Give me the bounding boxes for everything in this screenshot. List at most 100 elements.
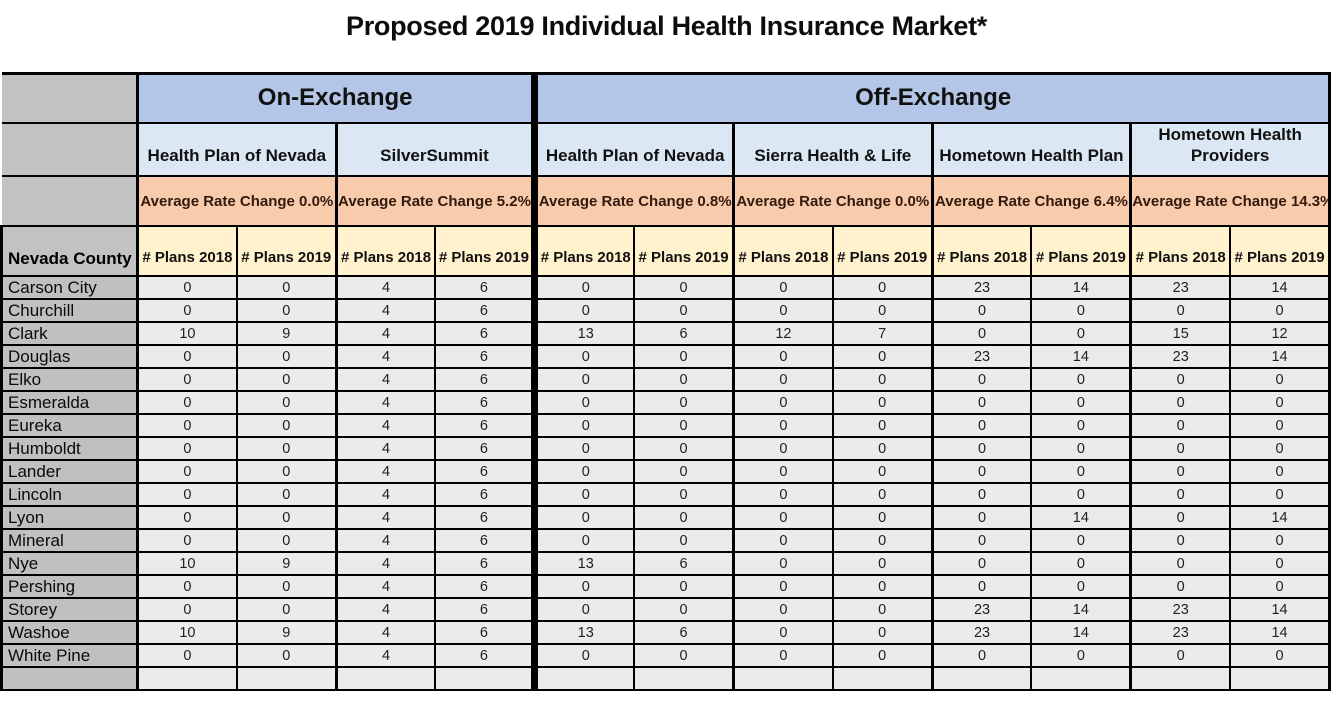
plan-count-cell: 0 (633, 643, 735, 668)
page-title: Proposed 2019 Individual Health Insuranc… (345, 11, 987, 41)
plan-count-cell: 23 (1129, 344, 1232, 369)
county-label: Esmeralda (0, 390, 139, 415)
plan-count-cell: 0 (731, 413, 834, 438)
plan-count-cell: 4 (334, 436, 437, 461)
plan-count-cell: 4 (334, 528, 437, 553)
plan-count-cell: 0 (831, 505, 934, 530)
plan-count-cell: 0 (1229, 367, 1331, 392)
plan-count-cell: 0 (1129, 505, 1232, 530)
county-label: Storey (0, 597, 139, 622)
plan-count-cell: 6 (633, 321, 735, 346)
plan-count-cell: 0 (1129, 643, 1232, 668)
plan-count-cell: 6 (434, 298, 536, 323)
plan-count-cell: 4 (334, 505, 437, 530)
plan-count-cell: 6 (434, 528, 536, 553)
plan-count-cell: 0 (930, 413, 1033, 438)
plan-count-cell: 6 (434, 643, 536, 668)
plan-count-cell (1030, 666, 1132, 691)
plan-count-cell: 0 (633, 344, 735, 369)
plan-count-cell: 0 (531, 367, 636, 392)
plan-count-cell: 0 (136, 413, 238, 438)
plan-count-cell: 0 (1229, 482, 1331, 507)
plan-count-cell: 0 (235, 344, 338, 369)
plan-count-cell: 4 (334, 459, 437, 484)
plan-count-cell: 23 (1129, 620, 1232, 645)
plan-year-header: # Plans 2019 (633, 225, 735, 277)
plan-count-cell: 0 (136, 459, 238, 484)
plan-count-cell: 6 (434, 413, 536, 438)
plan-count-cell (1129, 666, 1232, 691)
carrier-header-hpn-on: Health Plan of Nevada (136, 121, 338, 177)
plan-count-cell (334, 666, 437, 691)
plan-count-cell: 0 (633, 574, 735, 599)
table-row: Humboldt 0 0 4 6 0 0 0 0 0 0 0 0 (0, 436, 1331, 461)
county-column-header: Nevada County (0, 225, 139, 277)
plan-count-cell: 13 (531, 551, 636, 576)
plan-count-cell: 23 (930, 597, 1033, 622)
plan-count-cell: 0 (531, 482, 636, 507)
plan-count-cell: 0 (1030, 390, 1132, 415)
plan-count-cell: 0 (1129, 459, 1232, 484)
plan-count-cell: 13 (531, 321, 636, 346)
county-label: Elko (0, 367, 139, 392)
plan-year-header: # Plans 2019 (1229, 225, 1331, 277)
plan-count-cell: 0 (235, 275, 338, 300)
plan-count-cell: 0 (731, 459, 834, 484)
plan-count-cell (434, 666, 536, 691)
county-label (0, 666, 139, 691)
plan-count-cell: 0 (136, 482, 238, 507)
plan-count-cell: 6 (633, 620, 735, 645)
rate-change-cell: Average Rate Change 14.3% (1129, 175, 1331, 227)
plan-count-cell: 0 (136, 643, 238, 668)
plan-count-cell: 0 (930, 459, 1033, 484)
table-row: Nye 10 9 4 6 13 6 0 0 0 0 0 0 (0, 551, 1331, 576)
plan-count-cell: 14 (1229, 620, 1331, 645)
plan-count-cell: 6 (434, 597, 536, 622)
rate-change-cell: Average Rate Change 6.4% (930, 175, 1132, 227)
plan-count-cell: 13 (531, 620, 636, 645)
plan-count-cell: 0 (1229, 436, 1331, 461)
plan-count-cell: 0 (731, 528, 834, 553)
plan-count-cell: 0 (1129, 482, 1232, 507)
plan-count-cell: 0 (831, 528, 934, 553)
plan-count-cell: 0 (831, 390, 934, 415)
plan-count-cell: 0 (1129, 528, 1232, 553)
table-row: Mineral 0 0 4 6 0 0 0 0 0 0 0 0 (0, 528, 1331, 553)
plan-count-cell: 15 (1129, 321, 1232, 346)
plan-count-cell: 0 (930, 298, 1033, 323)
table-row: Pershing 0 0 4 6 0 0 0 0 0 0 0 0 (0, 574, 1331, 599)
plan-count-cell: 0 (1229, 298, 1331, 323)
plan-count-cell: 9 (235, 551, 338, 576)
on-exchange-header: On-Exchange (136, 72, 536, 124)
plan-count-cell: 0 (531, 275, 636, 300)
county-label: Lyon (0, 505, 139, 530)
plan-count-cell: 0 (930, 367, 1033, 392)
plan-count-cell: 0 (731, 551, 834, 576)
plan-count-cell: 0 (1030, 482, 1132, 507)
plan-count-cell: 0 (831, 551, 934, 576)
plan-count-cell: 0 (531, 390, 636, 415)
plan-count-cell: 0 (136, 390, 238, 415)
plan-count-cell: 0 (731, 574, 834, 599)
plan-count-cell: 14 (1229, 597, 1331, 622)
plan-count-cell: 23 (930, 275, 1033, 300)
plan-count-cell: 6 (434, 505, 536, 530)
county-label: Mineral (0, 528, 139, 553)
county-label: Douglas (0, 344, 139, 369)
plan-count-cell: 0 (1030, 528, 1132, 553)
plan-year-header: # Plans 2018 (136, 225, 238, 277)
plan-count-cell: 0 (235, 482, 338, 507)
plan-count-cell: 7 (831, 321, 934, 346)
table-row: Carson City 0 0 4 6 0 0 0 0 23 14 23 14 (0, 275, 1331, 300)
plan-count-cell: 4 (334, 413, 437, 438)
plan-count-cell: 0 (1030, 298, 1132, 323)
plan-count-cell: 14 (1030, 620, 1132, 645)
table-row: Lyon 0 0 4 6 0 0 0 0 0 14 0 14 (0, 505, 1331, 530)
plan-count-cell: 0 (1129, 436, 1232, 461)
plan-count-cell: 0 (831, 643, 934, 668)
plan-count-cell: 0 (831, 482, 934, 507)
corner-cell (1, 175, 139, 227)
table-row: Churchill 0 0 4 6 0 0 0 0 0 0 0 0 (0, 298, 1331, 323)
plan-count-cell: 4 (334, 574, 437, 599)
plan-count-cell: 6 (434, 574, 536, 599)
